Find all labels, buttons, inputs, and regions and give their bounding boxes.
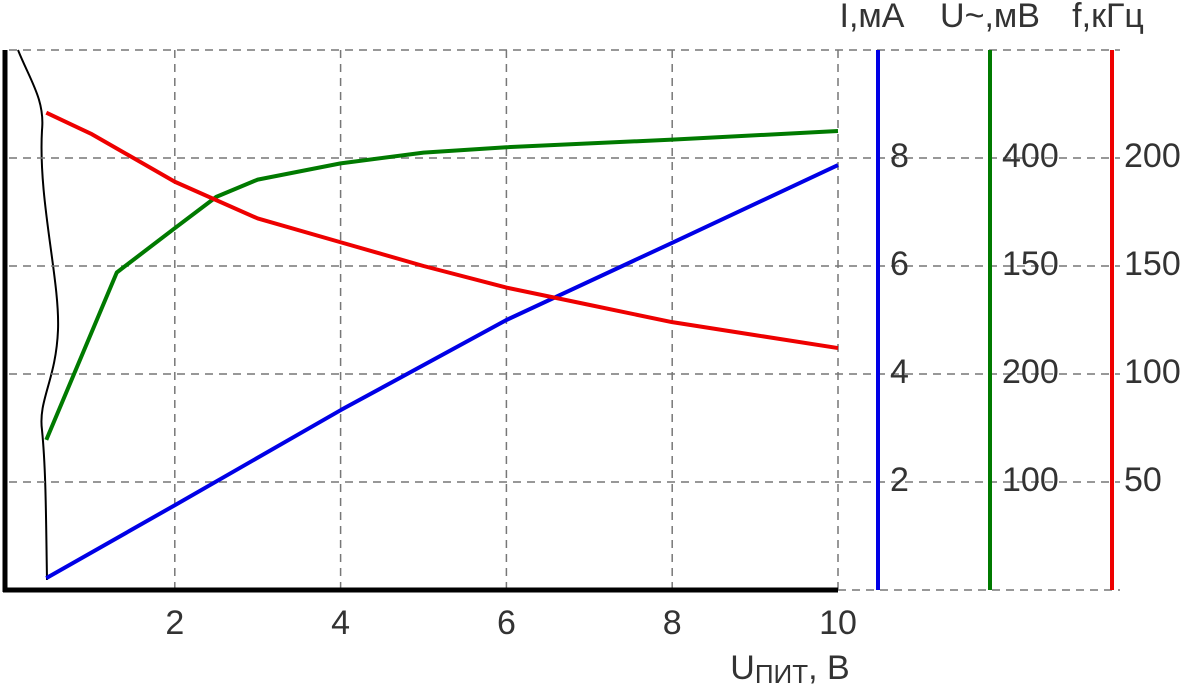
x-title-sub: ПИТ [755,659,808,689]
y-tick-label: 2 [890,461,909,499]
x-title-main: U [730,649,755,687]
y3-tick-label: 50 [1124,461,1162,499]
x-tick-label: 10 [819,604,857,642]
x-axis-title: UПИТ, В [730,649,849,689]
series-line [44,129,839,441]
series-line [45,163,839,580]
decorative-curve [17,49,60,581]
x-tick-label: 2 [165,604,184,642]
y3-axis-title: f,кГц [1072,0,1144,35]
x-tick-label: 6 [497,604,516,642]
y-tick-label: 6 [890,245,909,283]
y3-tick-label: 100 [1124,353,1181,391]
y-tick-label: 4 [890,353,909,391]
y2-tick-label: 400 [1002,137,1059,175]
y-tick-label: 8 [890,137,909,175]
y3-tick-label: 150 [1124,245,1181,283]
x-tick-label: 8 [663,604,682,642]
y3-tick-label: 200 [1124,137,1181,175]
y2-tick-label: 200 [1002,353,1059,391]
x-title-rest: , В [808,649,850,687]
y2-axis-title: U~,мВ [940,0,1040,35]
y2-tick-label: 150 [1002,245,1059,283]
y-axis-title: I,мА [840,0,905,35]
y2-tick-label: 100 [1002,461,1059,499]
series-line [45,110,839,351]
x-tick-label: 4 [331,604,350,642]
